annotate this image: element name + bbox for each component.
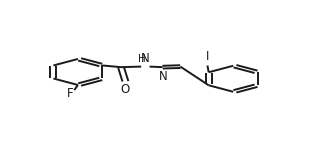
Text: F: F — [67, 87, 74, 100]
Text: I: I — [206, 50, 209, 63]
Text: H: H — [138, 54, 146, 64]
Text: N: N — [159, 70, 168, 83]
Text: N: N — [141, 52, 149, 65]
Text: O: O — [121, 83, 130, 96]
